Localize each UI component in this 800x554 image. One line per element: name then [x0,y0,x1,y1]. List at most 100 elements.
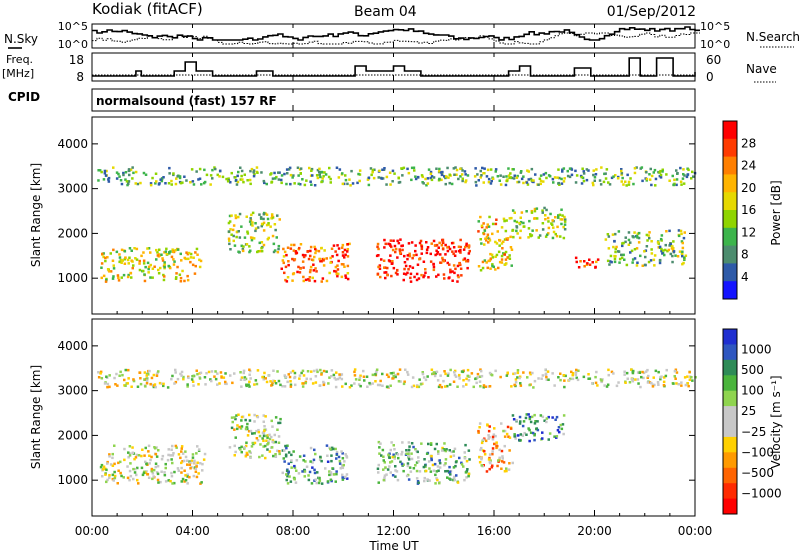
velocity-echo-3 [424,465,427,468]
power-echo-3 [420,252,423,255]
velocity-echo-0 [111,477,115,481]
power-echo-2 [297,265,300,269]
power-echo-0 [155,248,158,252]
velocity-echo-6 [283,385,287,388]
power-echo-8 [341,172,344,175]
velocity-echo-3 [424,469,428,473]
velocity-echo-6 [647,374,650,378]
velocity-echo-5 [521,424,525,428]
power-echo-8 [273,171,276,175]
velocity-echo-1 [277,441,281,444]
power-echo-7 [672,247,675,250]
velocity-echo-0 [160,457,164,461]
power-echo-4 [509,235,512,239]
power-echo-8 [686,173,690,176]
power-echo-8 [668,179,671,182]
velocity-echo-2 [310,482,314,485]
velocity-echo-3 [465,476,468,479]
power-echo-8 [318,173,321,176]
velocity-echo-1 [255,437,259,440]
velocity-echo-6 [577,369,580,372]
velocity-echo-2 [285,478,288,482]
velocity-echo-0 [119,460,122,464]
velocity-echo-1 [234,450,237,454]
velocity-echo-6 [484,385,488,388]
power-echo-3 [407,242,411,245]
power-echo-8 [240,169,244,173]
power-echo-5 [561,218,564,221]
velocity-echo-2 [341,466,345,470]
power-echo-3 [453,271,456,275]
velocity-echo-6 [248,368,251,371]
power-echo-8 [316,168,320,172]
power-echo-2 [335,253,339,257]
power-echo-3 [456,280,459,283]
power-echo-4 [508,254,511,257]
power-echo-4 [485,236,489,239]
power-echo-8 [507,167,510,170]
power-echo-3 [451,250,454,253]
power-echo-2 [309,245,313,249]
velocity-colorbar-tick: 100 [741,384,764,398]
velocity-echo-6 [386,385,389,388]
power-echo-8 [170,183,173,186]
power-echo-3 [388,243,392,246]
velocity-echo-2 [302,454,306,457]
power-echo-7 [645,233,649,237]
power-echo-0 [115,250,119,254]
velocity-echo-0 [113,476,117,480]
power-echo-7 [683,258,686,261]
power-echo-4 [497,250,501,254]
velocity-echo-6 [475,381,478,385]
power-echo-3 [429,260,433,263]
power-echo-8 [296,166,300,169]
velocity-echo-0 [145,470,148,473]
power-echo-8 [673,178,676,182]
velocity-echo-4 [501,455,504,458]
power-echo-3 [398,248,401,251]
power-colorbar-frame [722,120,738,300]
power-echo-8 [487,177,491,181]
power-echo-4 [504,229,508,233]
velocity-echo-0 [167,448,170,451]
power-echo-3 [383,271,386,274]
velocity-echo-3 [388,456,391,459]
velocity-echo-0 [155,446,158,449]
power-echo-8 [335,166,339,169]
power-echo-0 [142,251,145,254]
power-echo-2 [317,249,321,253]
velocity-echo-6 [353,368,357,371]
velocity-echo-6 [531,371,534,375]
velocity-echo-6 [533,379,537,383]
velocity-echo-5 [529,431,533,434]
power-echo-1 [260,246,263,250]
power-echo-8 [460,173,464,176]
velocity-echo-2 [287,470,290,473]
power-echo-0 [146,261,150,265]
power-echo-8 [519,171,523,174]
velocity-echo-6 [270,384,273,387]
power-echo-8 [566,169,569,173]
velocity-echo-2 [329,471,333,474]
power-echo-8 [260,171,263,174]
power-echo-8 [310,167,314,171]
power-echo-8 [598,179,602,182]
power-echo-2 [334,270,338,273]
power-echo-8 [505,175,508,178]
power-echo-8 [560,182,564,185]
velocity-echo-0 [173,481,176,485]
power-echo-6 [588,258,591,261]
power-echo-4 [485,239,488,242]
velocity-echo-2 [281,449,285,452]
power-echo-4 [482,222,485,225]
power-echo-8 [198,177,202,180]
velocity-echo-6 [453,373,457,377]
velocity-echo-3 [429,470,433,473]
power-echo-8 [608,183,612,186]
power-echo-0 [101,252,104,256]
power-echo-2 [294,250,297,253]
power-echo-2 [312,263,315,266]
velocity-echo-6 [132,378,135,381]
velocity-echo-2 [283,449,286,452]
power-echo-3 [432,239,436,243]
